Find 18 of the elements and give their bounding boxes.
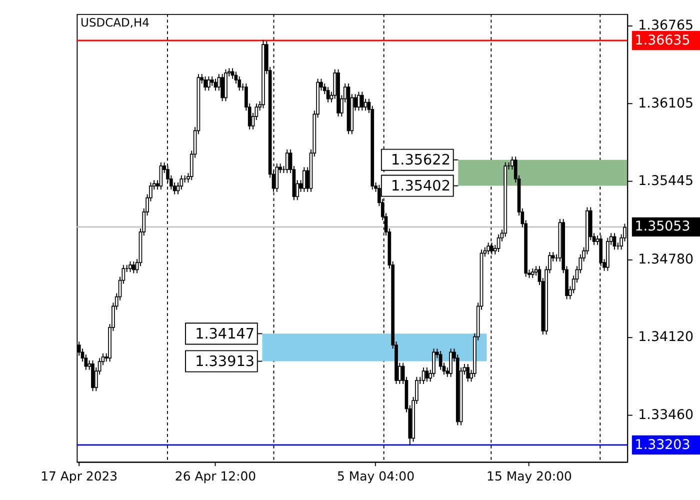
ref-line-label: 1.36635 <box>634 33 690 48</box>
y-tick-label: 1.35445 <box>638 174 694 190</box>
annotation: 1.35402 <box>391 178 450 195</box>
y-tick-label: 1.36105 <box>638 96 694 112</box>
ref-line-label: 1.35053 <box>634 220 690 235</box>
x-tick-label: 5 May 04:00 <box>337 468 415 484</box>
annotation: 1.35622 <box>391 152 450 169</box>
y-tick-label: 1.34780 <box>638 252 694 268</box>
y-tick-label: 1.34120 <box>638 330 694 346</box>
chart-title: USDCAD,H4 <box>80 15 150 30</box>
x-tick-label: 17 Apr 2023 <box>40 468 118 484</box>
ref-line-label: 1.33203 <box>634 438 690 453</box>
y-tick-label: 1.33460 <box>638 408 694 423</box>
annotation: 1.33913 <box>195 354 255 370</box>
x-tick-label: 26 Apr 12:00 <box>174 468 256 484</box>
annotation: 1.34147 <box>195 326 255 342</box>
y-tick-label: 1.36765 <box>638 18 694 34</box>
x-tick-label: 15 May 20:00 <box>486 468 572 484</box>
